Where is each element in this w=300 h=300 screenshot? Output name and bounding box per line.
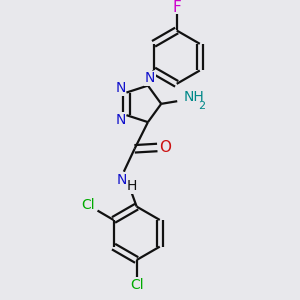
Text: H: H [127, 179, 137, 193]
Text: O: O [159, 140, 171, 155]
Text: N: N [115, 112, 126, 127]
Text: Cl: Cl [130, 278, 143, 292]
Text: Cl: Cl [81, 198, 95, 212]
Text: N: N [115, 81, 126, 95]
Text: NH: NH [184, 90, 205, 104]
Text: N: N [117, 172, 127, 187]
Text: F: F [172, 0, 181, 15]
Text: 2: 2 [199, 101, 206, 111]
Text: N: N [145, 71, 155, 85]
